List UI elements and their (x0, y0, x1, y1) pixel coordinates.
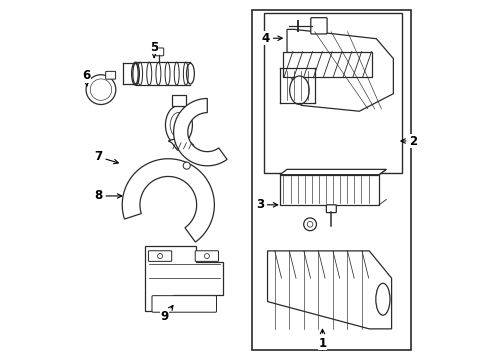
Bar (251, 10, 410, 350)
Bar (264, 13, 402, 173)
Ellipse shape (131, 62, 139, 85)
Polygon shape (168, 139, 195, 153)
FancyBboxPatch shape (148, 251, 171, 261)
Ellipse shape (165, 105, 192, 145)
Polygon shape (283, 51, 371, 77)
Circle shape (204, 253, 209, 258)
Circle shape (303, 218, 316, 231)
Polygon shape (279, 169, 386, 175)
Polygon shape (122, 159, 214, 242)
Text: 1: 1 (318, 329, 326, 350)
Text: 4: 4 (261, 32, 282, 45)
FancyBboxPatch shape (325, 205, 336, 213)
Text: 6: 6 (82, 69, 91, 86)
Polygon shape (171, 95, 185, 105)
Ellipse shape (289, 76, 308, 104)
Ellipse shape (375, 283, 389, 315)
Polygon shape (267, 251, 391, 329)
Text: 3: 3 (255, 198, 277, 211)
FancyBboxPatch shape (152, 296, 216, 312)
Text: 7: 7 (94, 150, 118, 164)
Circle shape (183, 162, 190, 169)
FancyBboxPatch shape (155, 48, 163, 56)
Polygon shape (173, 99, 226, 166)
Ellipse shape (133, 63, 138, 84)
Text: 5: 5 (150, 41, 158, 58)
Polygon shape (286, 30, 392, 111)
Polygon shape (145, 246, 223, 311)
FancyBboxPatch shape (105, 71, 115, 79)
Bar (279, 175, 378, 205)
Circle shape (86, 75, 116, 104)
Circle shape (157, 253, 162, 258)
Text: 8: 8 (94, 189, 122, 202)
FancyBboxPatch shape (195, 251, 218, 261)
FancyBboxPatch shape (310, 18, 326, 34)
Text: 2: 2 (400, 135, 417, 148)
Ellipse shape (186, 63, 194, 84)
Text: 9: 9 (160, 306, 173, 323)
